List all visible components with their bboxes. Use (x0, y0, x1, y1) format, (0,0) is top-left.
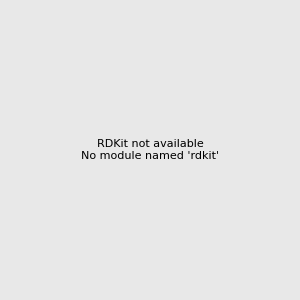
Text: RDKit not available
No module named 'rdkit': RDKit not available No module named 'rdk… (81, 139, 219, 161)
